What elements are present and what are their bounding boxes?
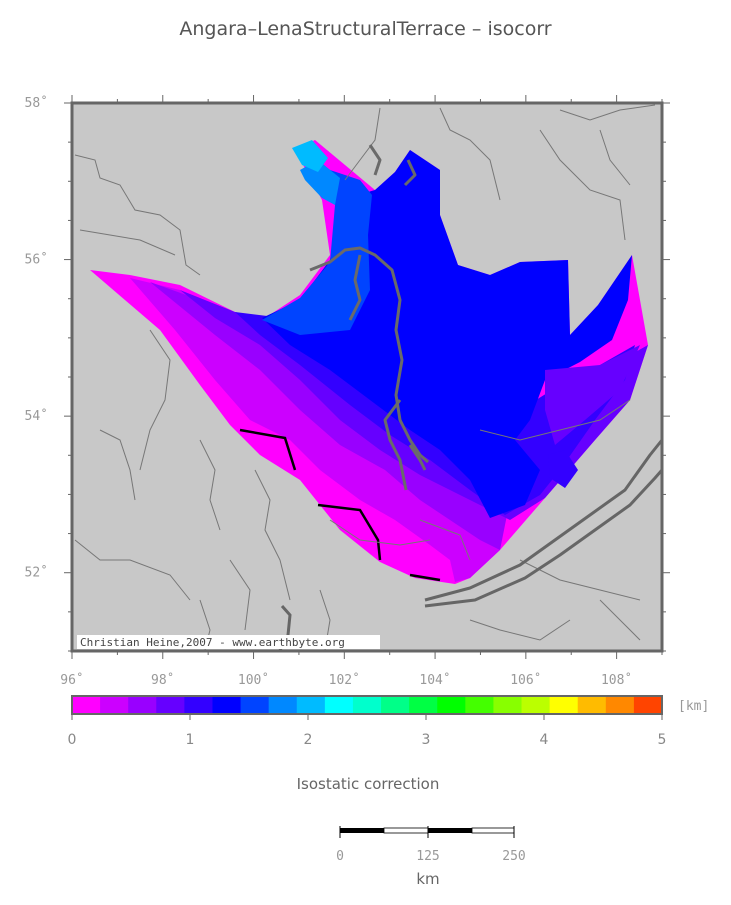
terrace-zone-7 [300,160,340,205]
colorbar-swatch [493,696,523,714]
colorbar-label: 4 [540,732,549,748]
scale-label-0: 0 [336,849,344,864]
lon-tick-label: 106˚ [510,672,541,688]
lon-tick-label: 102˚ [329,672,360,688]
lat-tick-label: 56˚ [25,252,48,268]
colorbar-unit: [km] [678,699,709,714]
colorbar-swatch [605,696,635,714]
scale-label-1: 125 [416,849,439,864]
colorbar: 0 1 2 3 4 5 [68,695,667,748]
lat-tick-label: 52˚ [25,565,48,581]
map-title: Angara–LenaStructuralTerrace – isocorr [179,18,552,40]
colorbar-swatch [184,696,213,714]
colorbar-swatch [381,696,410,714]
colorbar-swatch [577,696,607,714]
scale-bar [339,826,515,838]
colorbar-label: 2 [304,732,313,748]
rivers [74,104,656,651]
colorbar-swatch [465,696,494,714]
terrace-zone-10 [548,450,578,488]
lon-tick-label: 100˚ [238,672,269,688]
boundary-line [239,428,441,582]
scale-unit: km [416,870,439,888]
colorbar-swatch [324,696,354,714]
lon-tick-label: 98˚ [151,672,174,688]
lon-tick-label: 108˚ [601,672,632,688]
colorbar-label: 0 [68,732,77,748]
scale-label-2: 250 [502,849,525,864]
colorbar-swatch [549,696,579,714]
colorbar-swatch [100,696,129,714]
axis-ticks: 96˚ 98˚ 100˚ 102˚ 104˚ 106˚ 108˚ 58˚ 56˚ 54˚ 52˚ [25,95,670,688]
reservoirs [309,144,429,491]
colorbar-swatch [633,696,663,714]
colorbar-swatch [352,696,382,714]
credit-box [77,635,380,649]
colorbar-swatch [128,696,157,714]
colorbar-swatch [240,696,270,714]
colorbar-swatch [521,696,551,714]
credit-text: Christian Heine,2007 - www.earthbyte.org [80,636,345,649]
terrace-zone-9 [545,345,640,445]
colorbar-swatch [72,696,101,714]
terrace-zone-1 [130,278,500,582]
colorbar-swatch [437,696,466,714]
lon-tick-label: 104˚ [419,672,450,688]
colorbar-label: 5 [658,732,667,748]
lat-tick-label: 54˚ [25,408,48,424]
colorbar-swatch [409,696,438,714]
terrace-zone-8 [292,140,328,172]
lon-tick-label: 96˚ [60,672,83,688]
colorbar-swatch [296,696,326,714]
lat-tick-label: 58˚ [25,95,48,111]
terrace-zone-6 [262,170,372,335]
colorbar-caption: Isostatic correction [297,775,440,793]
colorbar-label: 3 [422,732,431,748]
colorbar-label: 1 [186,732,195,748]
lake-baikal [424,439,662,608]
colorbar-swatch [156,696,185,714]
terrace-zone-2 [150,282,510,550]
colorbar-swatch [212,696,242,714]
colorbar-swatch [268,696,298,714]
